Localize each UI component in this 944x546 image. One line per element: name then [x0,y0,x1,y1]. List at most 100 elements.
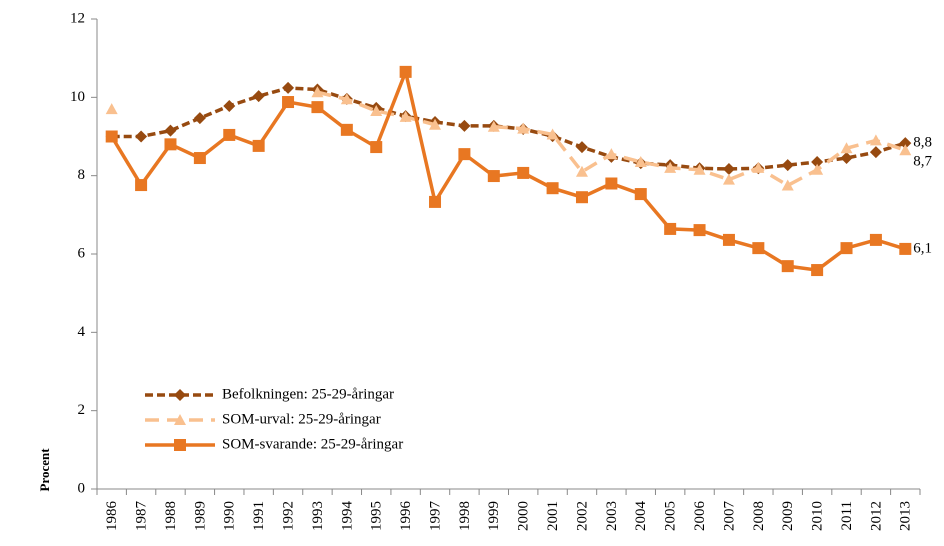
x-tick-label: 1991 [251,501,267,531]
x-tick-label: 1996 [398,501,414,532]
data-point [781,179,794,191]
y-tick-label: 2 [78,402,86,418]
data-point [722,163,735,176]
data-point [811,155,824,168]
data-point [164,138,177,151]
x-tick-label: 1993 [310,501,326,531]
y-tick-label: 12 [70,10,85,26]
data-point [605,148,618,160]
data-point [752,242,765,255]
x-tick-label: 2004 [633,501,649,532]
x-tick-label: 2005 [663,501,679,531]
data-point [340,93,353,105]
data-point [693,163,706,175]
data-point [634,188,647,201]
data-point [899,144,912,156]
data-point [693,224,706,237]
data-point [811,264,824,277]
data-point [458,119,471,132]
x-tick-label: 2011 [839,501,855,530]
legend-label: SOM-svarande: 25-29-åringar [222,436,403,452]
data-point [546,182,559,195]
data-point [370,105,383,117]
legend-label: SOM-urval: 25-29-åringar [222,411,381,427]
data-point [722,233,735,246]
series-line [110,65,906,272]
data-point [634,155,647,167]
data-point [664,161,677,173]
data-point [840,142,853,154]
data-point [899,242,912,255]
x-tick-label: 1994 [339,501,355,532]
data-point [370,141,383,154]
data-point [193,152,206,165]
data-point [575,191,588,204]
data-point [164,124,177,137]
x-tick-label: 2013 [898,501,914,531]
data-point [664,222,677,235]
x-tick-label: 2000 [516,501,532,531]
data-point [429,118,442,130]
data-point [752,161,765,173]
data-label: 8,8 [913,135,932,151]
x-tick-label: 1989 [192,501,208,531]
data-point [135,130,148,143]
x-tick-label: 2002 [574,501,590,531]
data-point [223,128,236,141]
legend-label: Befolkningen: 25-29-åringar [222,386,394,402]
x-tick-label: 1997 [427,501,443,532]
x-tick-label: 1992 [280,501,296,531]
x-tick-label: 1995 [369,501,385,531]
y-tick-label: 6 [78,245,86,261]
x-tick-label: 1998 [457,501,473,531]
data-point [105,130,118,143]
data-point [811,163,824,175]
data-point [840,152,853,165]
x-tick-label: 2010 [810,501,826,531]
y-tick-label: 4 [78,324,86,340]
data-point [575,141,588,154]
data-point [781,159,794,172]
x-tick-label: 2009 [780,501,796,531]
data-point [487,120,500,132]
x-tick-label: 1987 [134,501,150,532]
data-point [517,122,530,134]
data-point [429,195,442,208]
legend-marker [174,439,186,451]
data-point [605,177,618,190]
legend-marker [174,389,186,401]
data-point [193,112,206,125]
data-point [546,128,559,140]
data-label: 6,1 [913,240,932,256]
data-point [399,110,412,122]
x-tick-label: 2006 [692,501,708,532]
data-point [282,96,295,109]
data-point [458,148,471,161]
data-point [575,165,588,177]
y-tick-label: 0 [78,480,86,496]
x-tick-label: 1990 [222,501,238,531]
x-tick-label: 1988 [163,501,179,531]
data-point [105,103,118,115]
data-point [340,123,353,136]
y-tick-label: 10 [70,89,85,105]
data-point [252,139,265,152]
data-point [399,65,412,78]
x-tick-label: 1999 [486,501,502,531]
x-tick-label: 1986 [104,501,120,532]
data-point [869,146,882,159]
data-point [252,90,265,103]
data-point [899,137,912,150]
y-tick-label: 8 [78,167,86,183]
data-point [135,179,148,192]
series-line [111,86,906,171]
x-tick-label: 2001 [545,501,561,531]
x-tick-label: 2008 [751,501,767,531]
data-point [840,242,853,255]
data-point [869,233,882,246]
data-label: 8,7 [913,154,932,170]
legend-marker [174,414,186,425]
data-point [282,81,295,94]
data-point [781,260,794,273]
